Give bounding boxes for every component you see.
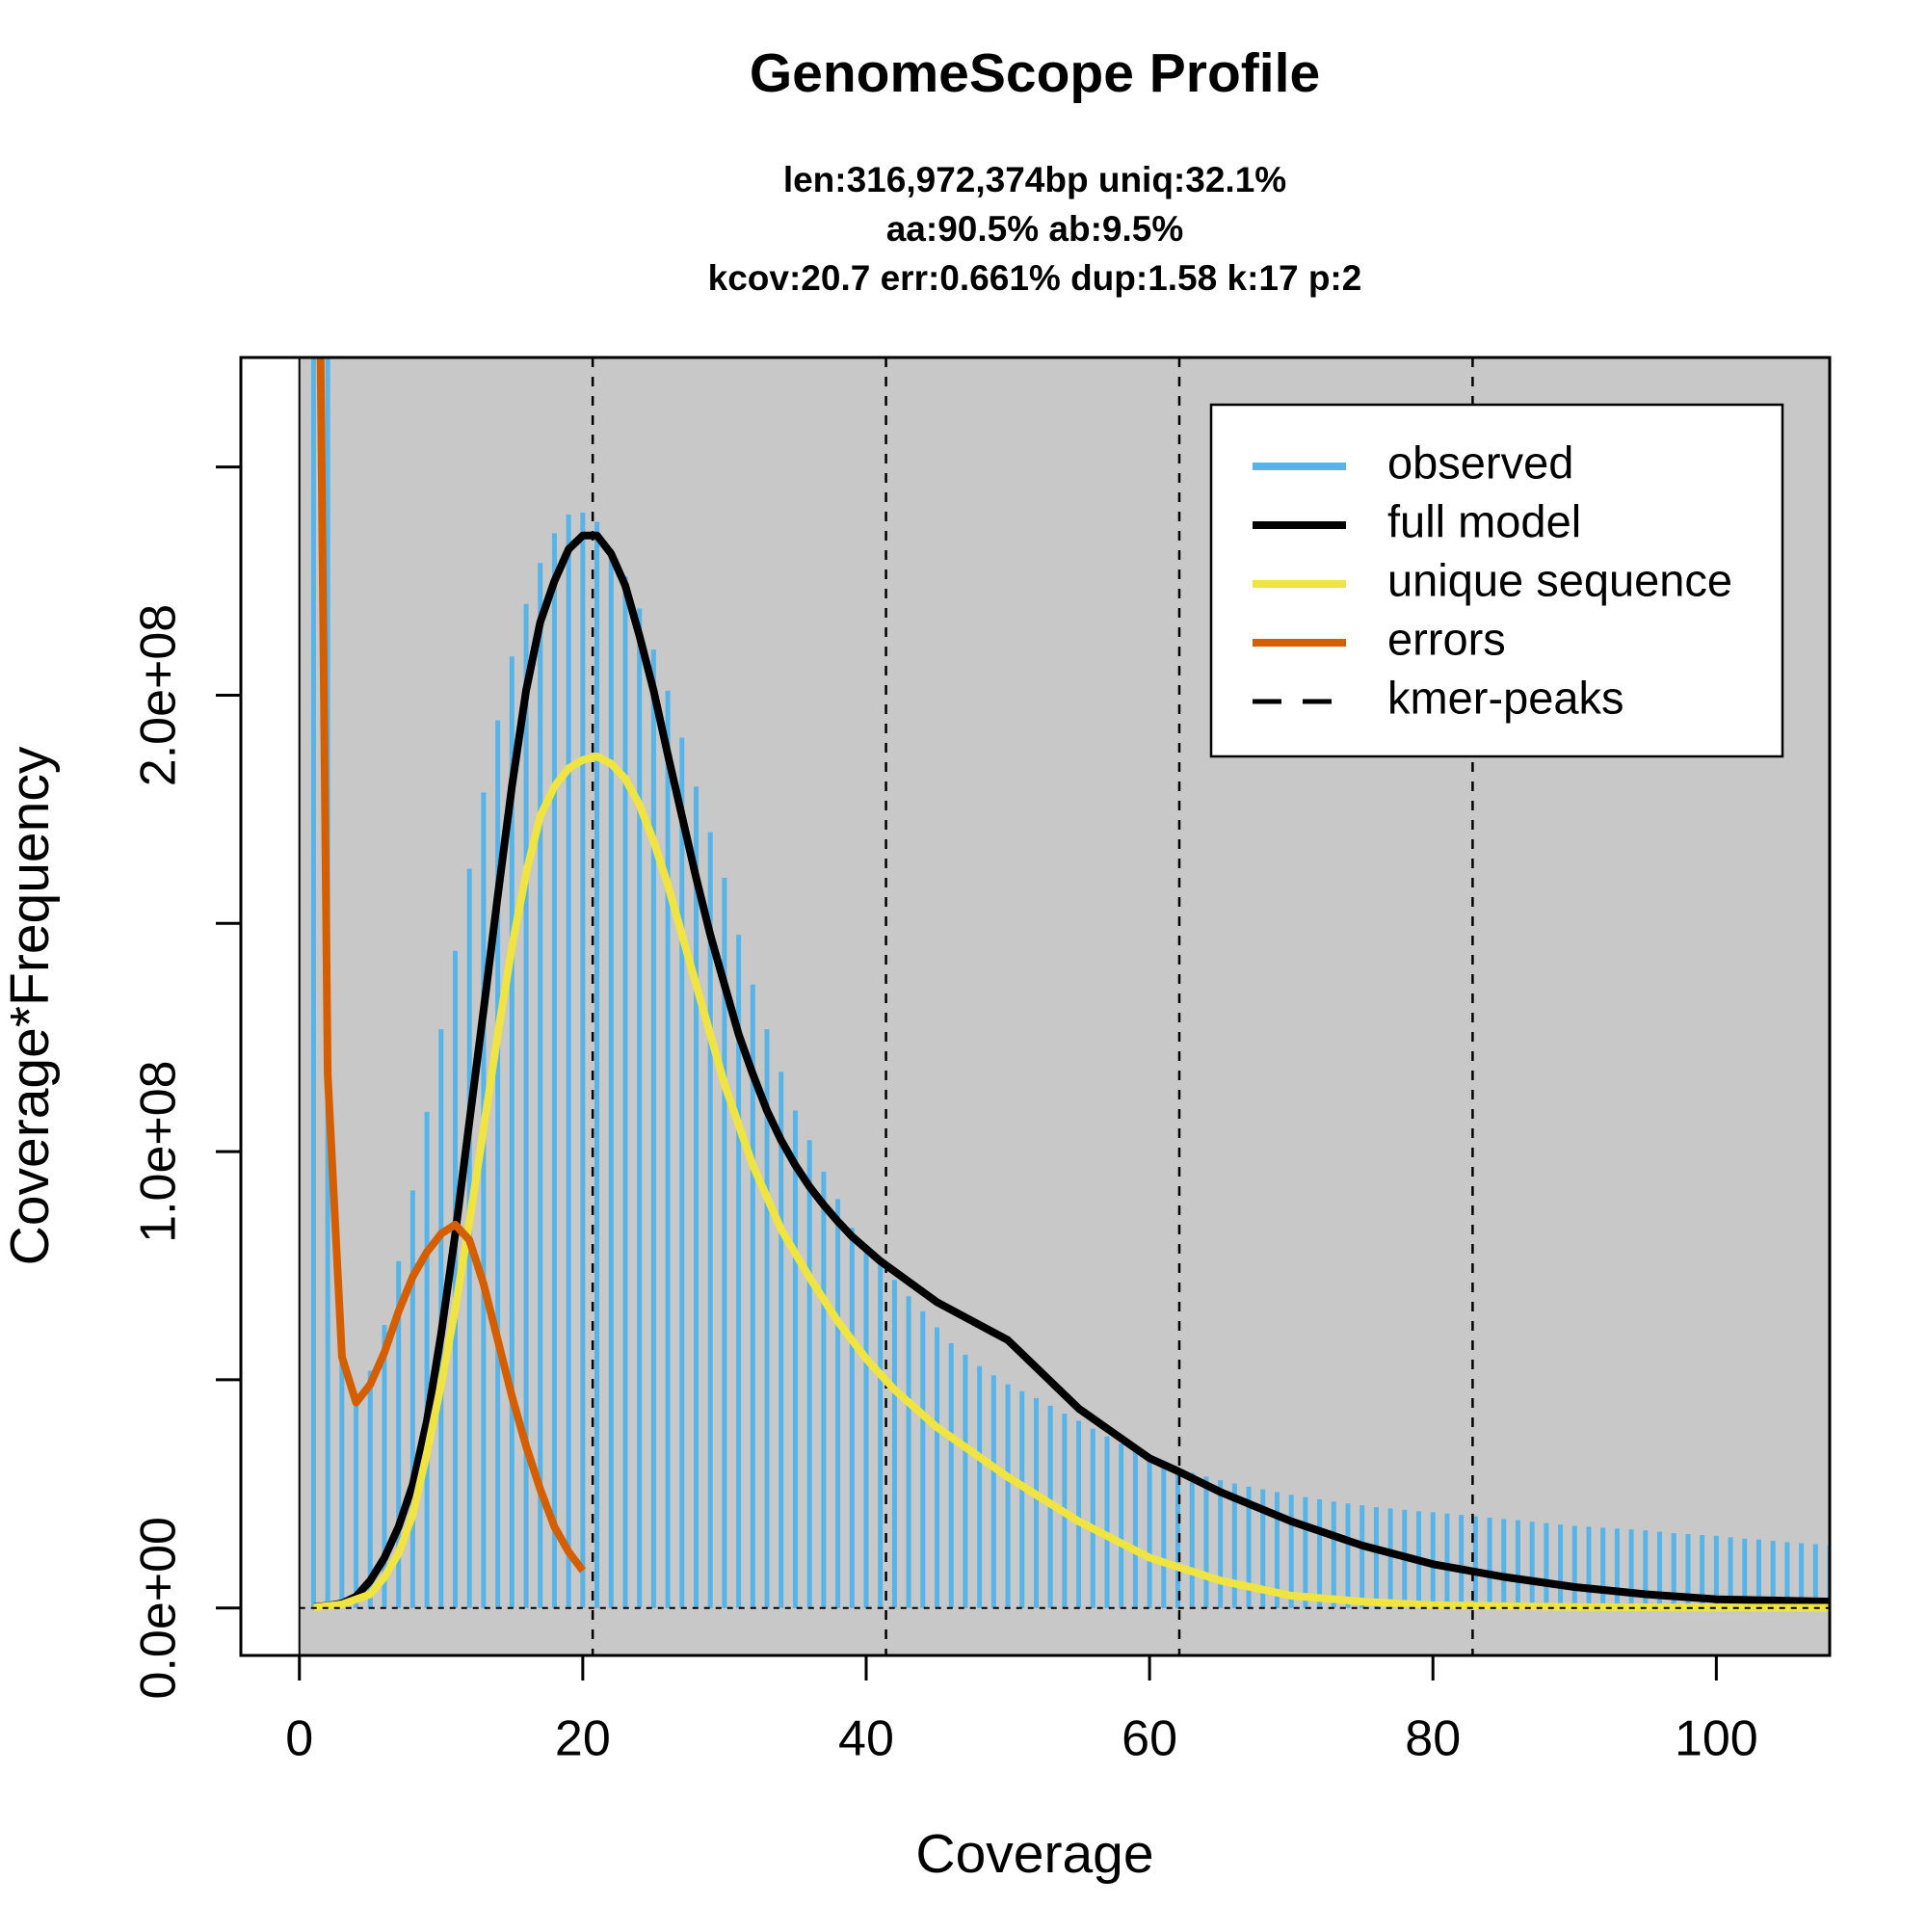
subtitle: aa:90.5% ab:9.5%: [886, 209, 1184, 249]
legend-label: kmer-peaks: [1387, 672, 1624, 723]
legend-label: unique sequence: [1387, 554, 1732, 605]
y-axis-label: Coverage*Frequency: [0, 746, 61, 1265]
subtitle: kcov:20.7 err:0.661% dup:1.58 k:17 p:2: [708, 258, 1362, 298]
x-tick-label: 0: [285, 1711, 313, 1767]
model-line: [312, 753, 1830, 1612]
model-line: [316, 357, 587, 1574]
x-tick-label: 20: [555, 1711, 611, 1767]
x-tick-label: 100: [1675, 1711, 1758, 1767]
axes: 0 20 40 60 80 100 0.0e+00 1.0e+08 2.0e+08 observe…: [131, 356, 1832, 1767]
y-tick-label: 2.0e+08: [131, 604, 187, 786]
x-axis-label: Coverage: [915, 1823, 1153, 1885]
legend: observed full model unique sequence errors k…: [1209, 403, 1784, 758]
legend-label: observed: [1387, 437, 1573, 488]
x-tick-label: 40: [838, 1711, 894, 1767]
plot-frame: [239, 356, 1832, 1657]
legend-label: full model: [1387, 495, 1581, 546]
model-line: [313, 531, 1830, 1611]
x-tick-label: 60: [1122, 1711, 1177, 1767]
chart-title: GenomeScope Profile: [750, 42, 1320, 104]
y-tick-label: 0.0e+00: [131, 1517, 187, 1699]
legend-label: errors: [1387, 613, 1506, 664]
x-tick-label: 80: [1405, 1711, 1461, 1767]
subtitle: len:316,972,374bp uniq:32.1%: [783, 160, 1286, 199]
y-tick-label: 1.0e+08: [131, 1060, 187, 1242]
